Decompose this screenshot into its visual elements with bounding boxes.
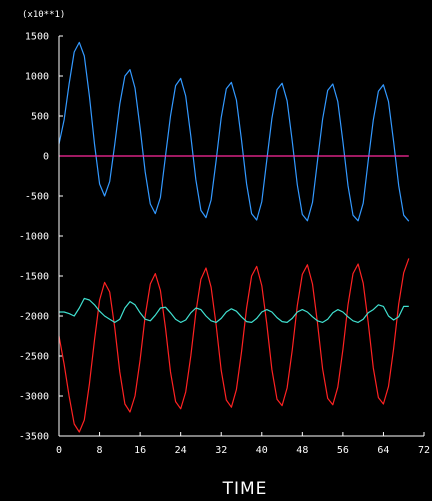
y-tick-label: -1500 [19, 272, 49, 283]
series-line-2 [58, 258, 410, 433]
y-tick-label: -2000 [19, 312, 49, 323]
y-tick-label: 0 [43, 152, 49, 163]
y-tick-label: -1000 [19, 232, 49, 243]
x-tick-label: 40 [256, 445, 268, 456]
x-tick-label: 16 [134, 445, 146, 456]
series-layer [58, 41, 410, 433]
y-tick-label: -500 [25, 192, 49, 203]
x-axis-ticks: 0 8 16 24 32 40 48 56 64 72 [56, 432, 430, 456]
y-tick-label: -3000 [19, 392, 49, 403]
x-tick-label: 24 [175, 445, 187, 456]
series-line-1 [58, 41, 410, 222]
x-axis-title: TIME [222, 479, 268, 499]
x-tick-label: 72 [418, 445, 430, 456]
y-tick-label: -2500 [19, 352, 49, 363]
x-tick-label: 8 [97, 445, 103, 456]
y-tick-label: 1000 [25, 72, 49, 83]
y-axis-ticks: 1500 1000 500 0 -500 -1000 -1500 -2000 -2500 -300… [19, 32, 63, 443]
x-tick-label: 64 [377, 445, 389, 456]
y-tick-label: -3500 [19, 432, 49, 443]
x-tick-label: 32 [215, 445, 227, 456]
x-tick-label: 48 [296, 445, 308, 456]
x-tick-label: 56 [337, 445, 349, 456]
y-tick-label: 1500 [25, 32, 49, 43]
y-scale-note: (x10**1) [22, 10, 65, 20]
y-tick-label: 500 [31, 112, 49, 123]
x-tick-label: 0 [56, 445, 62, 456]
series-line-3 [59, 297, 409, 323]
